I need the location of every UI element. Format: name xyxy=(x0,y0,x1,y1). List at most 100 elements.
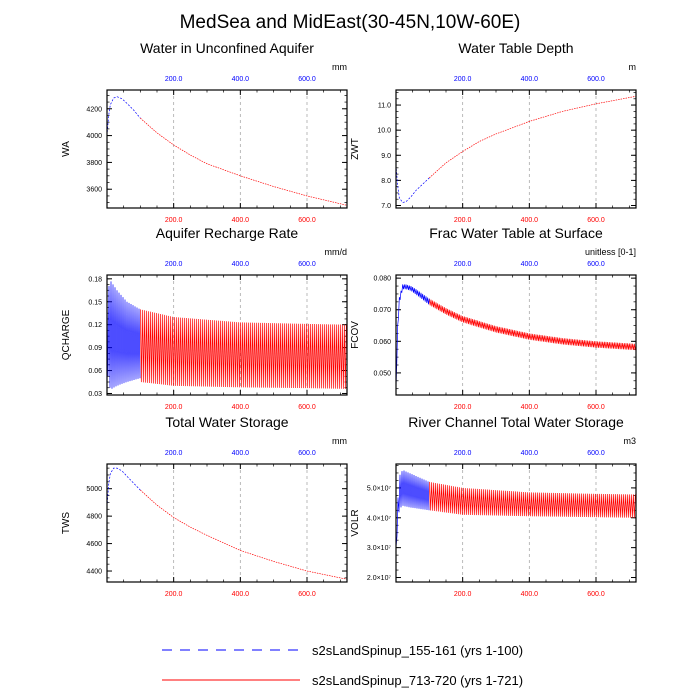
legend-label-series-b: s2sLandSpinup_713-720 (yrs 1-721) xyxy=(312,673,523,688)
y-tick-label: 9.0 xyxy=(381,153,391,160)
series-line-a xyxy=(107,281,141,389)
top-tick-label: 400.0 xyxy=(232,261,250,268)
y-tick-label: 5.0×10⁷ xyxy=(367,485,392,492)
bottom-tick-label: 600.0 xyxy=(587,217,605,224)
y-tick-label: 3800 xyxy=(86,160,102,167)
series-line-a xyxy=(396,284,430,389)
plot-frame xyxy=(106,89,348,209)
bottom-tick-label: 200.0 xyxy=(454,591,472,598)
y-axis-label: WA xyxy=(61,141,72,157)
plot-frame xyxy=(395,89,637,209)
top-tick-label: 400.0 xyxy=(521,261,539,268)
bottom-tick-label: 400.0 xyxy=(232,591,250,598)
series-line-a xyxy=(396,165,430,203)
y-tick-label: 2.0×10⁷ xyxy=(367,575,392,582)
bottom-tick-label: 400.0 xyxy=(521,591,539,598)
y-tick-label: 4.0×10⁷ xyxy=(367,515,392,522)
panel-units: mm xyxy=(332,436,347,446)
bottom-tick-label: 400.0 xyxy=(521,217,539,224)
y-tick-label: 4400 xyxy=(86,569,102,576)
y-tick-label: 4000 xyxy=(86,133,102,140)
bottom-tick-label: 200.0 xyxy=(165,404,183,411)
bottom-tick-label: 400.0 xyxy=(232,404,250,411)
y-tick-label: 0.060 xyxy=(373,339,391,346)
top-tick-label: 400.0 xyxy=(521,450,539,457)
panel-units: unitless [0-1] xyxy=(585,247,636,257)
y-tick-label: 7.0 xyxy=(381,203,391,210)
y-tick-label: 0.080 xyxy=(373,276,391,283)
legend-label-series-a: s2sLandSpinup_155-161 (yrs 1-100) xyxy=(312,643,523,658)
y-tick-label: 4800 xyxy=(86,514,102,521)
series-line-b xyxy=(429,95,636,179)
legend: s2sLandSpinup_155-161 (yrs 1-100) s2sLan… xyxy=(162,643,523,688)
y-tick-label: 4600 xyxy=(86,541,102,548)
panel-title: River Channel Total Water Storage xyxy=(408,414,624,430)
top-tick-label: 400.0 xyxy=(232,450,250,457)
y-tick-label: 4200 xyxy=(86,106,102,113)
top-tick-label: 600.0 xyxy=(587,261,605,268)
panel-4: Frac Water Table at Surface unitless [0-1… xyxy=(350,225,637,411)
bottom-tick-label: 600.0 xyxy=(298,591,316,598)
y-tick-label: 10.0 xyxy=(377,128,391,135)
y-tick-label: 0.03 xyxy=(88,391,102,398)
top-tick-label: 600.0 xyxy=(298,76,316,83)
panel-3: Aquifer Recharge Rate mm/d QCHARGE 200.0 200… xyxy=(61,225,348,411)
bottom-tick-label: 200.0 xyxy=(165,217,183,224)
y-axis-label: QCHARGE xyxy=(61,309,72,360)
series-line-b xyxy=(140,489,347,580)
top-tick-label: 600.0 xyxy=(587,450,605,457)
y-axis-label: TWS xyxy=(61,512,72,535)
y-tick-label: 8.0 xyxy=(381,178,391,185)
bottom-tick-label: 600.0 xyxy=(298,404,316,411)
series-line-a xyxy=(107,96,141,136)
y-tick-label: 0.15 xyxy=(88,299,102,306)
plot-frame xyxy=(395,274,637,396)
panel-units: mm xyxy=(332,62,347,72)
y-tick-label: 0.06 xyxy=(88,368,102,375)
top-tick-label: 200.0 xyxy=(454,76,472,83)
bottom-tick-label: 200.0 xyxy=(454,217,472,224)
top-tick-label: 200.0 xyxy=(454,450,472,457)
y-tick-label: 0.050 xyxy=(373,370,391,377)
y-tick-label: 0.18 xyxy=(88,276,102,283)
panel-units: m3 xyxy=(623,436,636,446)
top-tick-label: 200.0 xyxy=(454,261,472,268)
top-tick-label: 400.0 xyxy=(521,76,539,83)
plot-frame xyxy=(395,463,637,583)
bottom-tick-label: 600.0 xyxy=(587,404,605,411)
panel-title: Water Table Depth xyxy=(458,40,573,56)
panel-units: m xyxy=(629,62,637,72)
y-tick-label: 3600 xyxy=(86,187,102,194)
y-tick-label: 0.09 xyxy=(88,345,102,352)
bottom-tick-label: 200.0 xyxy=(454,404,472,411)
top-tick-label: 600.0 xyxy=(587,76,605,83)
bottom-tick-label: 400.0 xyxy=(521,404,539,411)
series-line-b xyxy=(428,298,636,351)
top-tick-label: 200.0 xyxy=(165,450,183,457)
y-tick-label: 11.0 xyxy=(378,103,391,110)
series-line-a xyxy=(107,467,141,507)
figure-title: MedSea and MidEast(30-45N,10W-60E) xyxy=(180,12,521,33)
top-tick-label: 600.0 xyxy=(298,261,316,268)
panel-2: Water Table Depth m ZWT 200.0 200.0 400.0 400.… xyxy=(350,40,637,224)
series-line-a xyxy=(396,470,430,548)
y-tick-label: 3.0×10⁷ xyxy=(367,545,392,552)
panel-title: Total Water Storage xyxy=(165,414,288,430)
plot-frame xyxy=(106,463,348,583)
top-tick-label: 200.0 xyxy=(165,261,183,268)
panel-title: Aquifer Recharge Rate xyxy=(156,225,299,241)
y-tick-label: 0.12 xyxy=(88,322,102,329)
y-axis-label: ZWT xyxy=(350,138,361,160)
panel-title: Frac Water Table at Surface xyxy=(429,225,603,241)
series-line-b xyxy=(428,481,636,518)
bottom-tick-label: 400.0 xyxy=(232,217,250,224)
top-tick-label: 400.0 xyxy=(232,76,250,83)
series-line-b xyxy=(140,117,347,206)
top-tick-label: 200.0 xyxy=(165,76,183,83)
y-tick-label: 5000 xyxy=(86,486,102,493)
panel-units: mm/d xyxy=(325,247,348,257)
panel-5: Total Water Storage mm TWS 200.0 200.0 400.0 4… xyxy=(61,414,348,598)
panel-6: River Channel Total Water Storage m3 VOLR 2… xyxy=(350,414,637,598)
bottom-tick-label: 600.0 xyxy=(587,591,605,598)
